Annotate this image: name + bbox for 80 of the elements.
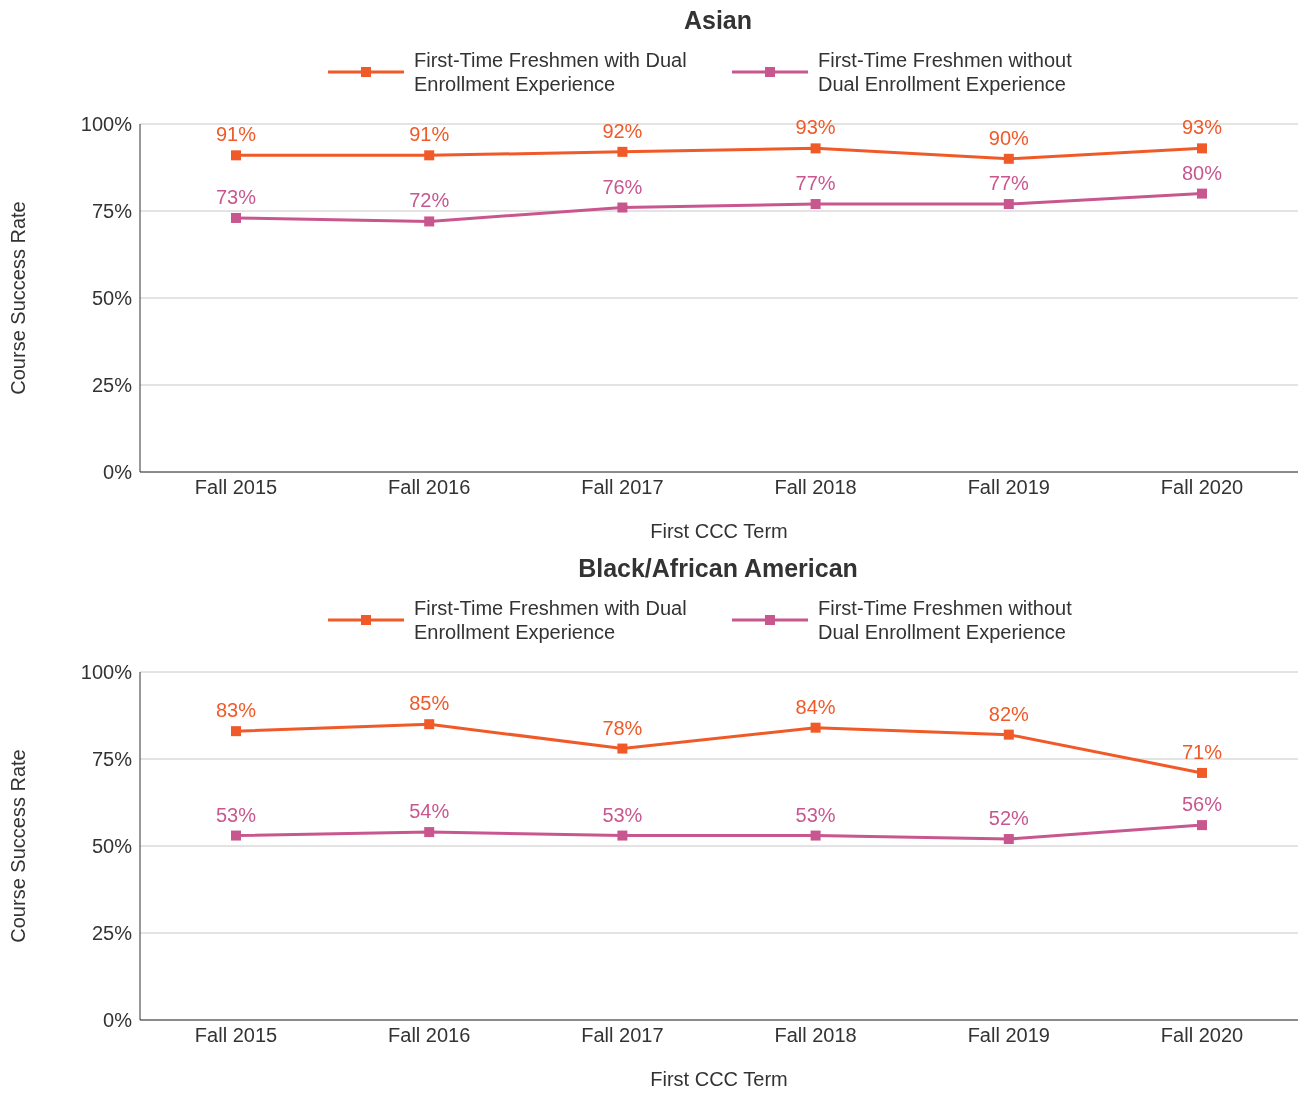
x-axis-title: First CCC Term — [650, 1068, 788, 1090]
data-label: 77% — [795, 172, 836, 195]
point — [231, 212, 241, 223]
point — [617, 202, 628, 213]
x-tick-label: Fall 2019 — [967, 1024, 1050, 1047]
y-tick-label: 50% — [91, 287, 133, 310]
data-label: 80% — [1181, 161, 1223, 184]
y-tick-label: 50% — [91, 835, 133, 858]
y-tick-label: 100% — [80, 113, 133, 136]
data-label: 56% — [1181, 793, 1223, 816]
legend-label: First-Time Freshmen without Dual Enrollment Experience — [818, 48, 1073, 96]
x-tick-label: Fall 2016 — [388, 476, 471, 499]
legend-label: First-Time Freshmen without Dual Enrollment Experience — [818, 596, 1073, 644]
point — [617, 743, 628, 754]
point — [1003, 834, 1014, 845]
point — [231, 726, 241, 737]
point — [810, 722, 821, 733]
data-label: 90% — [988, 126, 1030, 149]
point — [1003, 199, 1014, 210]
data-label: 93% — [1181, 116, 1223, 139]
chart-title: Asian — [682, 6, 754, 36]
x-tick-label: Fall 2019 — [967, 476, 1050, 499]
point — [810, 830, 821, 841]
data-label: 85% — [409, 692, 450, 715]
data-label: 53% — [215, 803, 257, 826]
data-label: 71% — [1181, 740, 1223, 763]
x-tick-label: Fall 2017 — [581, 1024, 664, 1047]
x-tick-label: Fall 2018 — [774, 1024, 857, 1047]
point — [1003, 153, 1014, 164]
data-label: 84% — [795, 695, 836, 718]
y-tick-label: 100% — [80, 661, 133, 684]
data-label: 52% — [988, 807, 1030, 830]
point — [424, 827, 435, 838]
x-tick-label: Fall 2020 — [1160, 1024, 1244, 1047]
y-axis-title: Course Success Rate — [7, 201, 30, 395]
x-tick-label: Fall 2017 — [581, 476, 664, 499]
data-label: 93% — [795, 116, 836, 139]
legend-label: First-Time Freshmen with Dual Enrollment Experience — [414, 596, 688, 644]
y-axis-title: Course Success Rate — [7, 749, 30, 943]
data-label: 77% — [988, 172, 1030, 195]
x-tick-label: Fall 2018 — [774, 476, 857, 499]
y-tick-label: 25% — [91, 374, 133, 397]
data-label: 92% — [602, 119, 643, 142]
y-tick-label: 75% — [91, 200, 133, 223]
point — [617, 146, 628, 157]
point — [810, 143, 821, 154]
point — [1197, 143, 1207, 154]
y-tick-label: 0% — [103, 1009, 133, 1032]
point — [810, 199, 821, 210]
data-label: 54% — [409, 800, 450, 823]
x-tick-label: Fall 2020 — [1160, 476, 1244, 499]
data-label: 53% — [602, 803, 643, 826]
point — [617, 830, 628, 841]
point — [1003, 729, 1014, 740]
point — [1197, 188, 1207, 199]
data-label: 76% — [602, 175, 643, 198]
x-tick-label: Fall 2015 — [194, 476, 278, 499]
point — [424, 150, 435, 161]
data-label: 53% — [795, 803, 836, 826]
point — [424, 216, 435, 227]
data-label: 91% — [409, 123, 450, 146]
data-label: 83% — [215, 699, 257, 722]
point — [231, 150, 241, 161]
point — [1197, 820, 1207, 831]
x-tick-label: Fall 2015 — [194, 1024, 278, 1047]
data-label: 91% — [215, 123, 257, 146]
y-tick-label: 75% — [91, 748, 133, 771]
point — [1197, 767, 1207, 778]
y-tick-label: 0% — [103, 461, 133, 484]
x-tick-label: Fall 2016 — [388, 1024, 471, 1047]
data-label: 78% — [602, 716, 643, 739]
point — [231, 830, 241, 841]
legend-label: First-Time Freshmen with Dual Enrollment Experience — [414, 48, 688, 96]
data-label: 82% — [988, 702, 1030, 725]
chart-title: Black/African American — [577, 554, 859, 584]
data-label: 73% — [215, 185, 257, 208]
x-axis-title: First CCC Term — [650, 520, 788, 542]
data-label: 72% — [409, 189, 450, 212]
y-tick-label: 25% — [91, 922, 133, 945]
point — [424, 719, 435, 730]
